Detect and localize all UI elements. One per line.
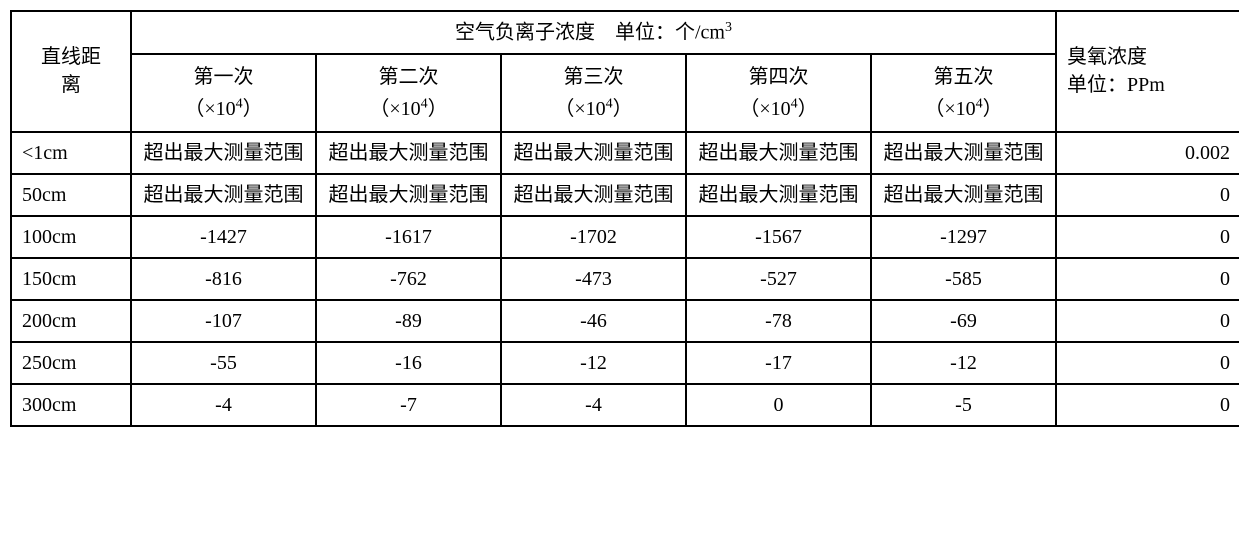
cell-measurement: -78 <box>686 300 871 342</box>
header-measurement-unit: （×104） <box>554 98 632 120</box>
table-row: 50cm超出最大测量范围超出最大测量范围超出最大测量范围超出最大测量范围超出最大… <box>11 174 1239 216</box>
cell-distance: <1cm <box>11 132 131 174</box>
cell-measurement: -4 <box>501 384 686 426</box>
header-measurement-5: 第五次 （×104） <box>871 54 1056 132</box>
cell-measurement: 超出最大测量范围 <box>686 132 871 174</box>
cell-measurement: -1702 <box>501 216 686 258</box>
cell-measurement: -1617 <box>316 216 501 258</box>
cell-measurement: -816 <box>131 258 316 300</box>
table-row: 300cm-4-7-40-50 <box>11 384 1239 426</box>
cell-distance: 150cm <box>11 258 131 300</box>
cell-measurement: -527 <box>686 258 871 300</box>
cell-measurement: -473 <box>501 258 686 300</box>
cell-distance: 100cm <box>11 216 131 258</box>
header-measurement-label: 第一次 <box>194 66 254 88</box>
cell-measurement: 超出最大测量范围 <box>316 132 501 174</box>
table-row: 100cm-1427-1617-1702-1567-12970 <box>11 216 1239 258</box>
header-measurement-unit: （×104） <box>739 98 817 120</box>
table-row: <1cm超出最大测量范围超出最大测量范围超出最大测量范围超出最大测量范围超出最大… <box>11 132 1239 174</box>
cell-ozone: 0 <box>1056 384 1239 426</box>
cell-measurement: 超出最大测量范围 <box>501 174 686 216</box>
header-measurement-3: 第三次 （×104） <box>501 54 686 132</box>
cell-measurement: -7 <box>316 384 501 426</box>
header-ion-prefix: 空气负离子浓度 单位：个/cm <box>455 22 725 44</box>
cell-measurement: -46 <box>501 300 686 342</box>
cell-measurement: -69 <box>871 300 1056 342</box>
cell-measurement: 超出最大测量范围 <box>131 132 316 174</box>
header-measurement-unit: （×104） <box>924 98 1002 120</box>
cell-ozone: 0 <box>1056 216 1239 258</box>
header-measurement-label: 第二次 <box>379 66 439 88</box>
header-measurement-label: 第四次 <box>749 66 809 88</box>
cell-ozone: 0 <box>1056 342 1239 384</box>
cell-ozone: 0 <box>1056 300 1239 342</box>
cell-measurement: 0 <box>686 384 871 426</box>
cell-measurement: -585 <box>871 258 1056 300</box>
cell-measurement: 超出最大测量范围 <box>501 132 686 174</box>
cell-measurement: -89 <box>316 300 501 342</box>
table-body: <1cm超出最大测量范围超出最大测量范围超出最大测量范围超出最大测量范围超出最大… <box>11 132 1239 426</box>
header-measurement-4: 第四次 （×104） <box>686 54 871 132</box>
cell-measurement: -1297 <box>871 216 1056 258</box>
cell-measurement: -55 <box>131 342 316 384</box>
cell-measurement: -1427 <box>131 216 316 258</box>
header-ozone-line1: 臭氧浓度 <box>1067 46 1147 68</box>
cell-ozone: 0.002 <box>1056 132 1239 174</box>
header-measurement-label: 第五次 <box>934 66 994 88</box>
table-row: 150cm-816-762-473-527-5850 <box>11 258 1239 300</box>
header-measurement-label: 第三次 <box>564 66 624 88</box>
cell-measurement: -12 <box>871 342 1056 384</box>
cell-measurement: 超出最大测量范围 <box>871 132 1056 174</box>
cell-distance: 300cm <box>11 384 131 426</box>
header-distance-text: 直线距离 <box>41 46 101 96</box>
header-row-2: 第一次 （×104） 第二次 （×104） 第三次 （×104） 第四次 （×104） 第五次 （… <box>11 54 1239 132</box>
ion-concentration-table: 直线距离 空气负离子浓度 单位：个/cm3 臭氧浓度 单位：PPm 第一次 （×1… <box>10 10 1239 427</box>
cell-measurement: -4 <box>131 384 316 426</box>
cell-measurement: 超出最大测量范围 <box>316 174 501 216</box>
header-ion-sup: 3 <box>725 20 732 35</box>
header-row-1: 直线距离 空气负离子浓度 单位：个/cm3 臭氧浓度 单位：PPm <box>11 11 1239 54</box>
header-distance: 直线距离 <box>11 11 131 132</box>
header-ozone-line2: 单位：PPm <box>1067 74 1165 96</box>
cell-measurement: -762 <box>316 258 501 300</box>
header-measurement-1: 第一次 （×104） <box>131 54 316 132</box>
cell-distance: 50cm <box>11 174 131 216</box>
cell-distance: 200cm <box>11 300 131 342</box>
header-ion-concentration: 空气负离子浓度 单位：个/cm3 <box>131 11 1056 54</box>
table-row: 200cm-107-89-46-78-690 <box>11 300 1239 342</box>
cell-measurement: -12 <box>501 342 686 384</box>
cell-measurement: -5 <box>871 384 1056 426</box>
cell-measurement: 超出最大测量范围 <box>131 174 316 216</box>
table-row: 250cm-55-16-12-17-120 <box>11 342 1239 384</box>
header-measurement-unit: （×104） <box>184 98 262 120</box>
cell-ozone: 0 <box>1056 174 1239 216</box>
cell-measurement: -16 <box>316 342 501 384</box>
header-ozone: 臭氧浓度 单位：PPm <box>1056 11 1239 132</box>
header-measurement-2: 第二次 （×104） <box>316 54 501 132</box>
cell-ozone: 0 <box>1056 258 1239 300</box>
cell-measurement: 超出最大测量范围 <box>871 174 1056 216</box>
cell-measurement: -107 <box>131 300 316 342</box>
cell-measurement: -17 <box>686 342 871 384</box>
header-measurement-unit: （×104） <box>369 98 447 120</box>
cell-measurement: -1567 <box>686 216 871 258</box>
cell-measurement: 超出最大测量范围 <box>686 174 871 216</box>
table-header: 直线距离 空气负离子浓度 单位：个/cm3 臭氧浓度 单位：PPm 第一次 （×1… <box>11 11 1239 132</box>
cell-distance: 250cm <box>11 342 131 384</box>
